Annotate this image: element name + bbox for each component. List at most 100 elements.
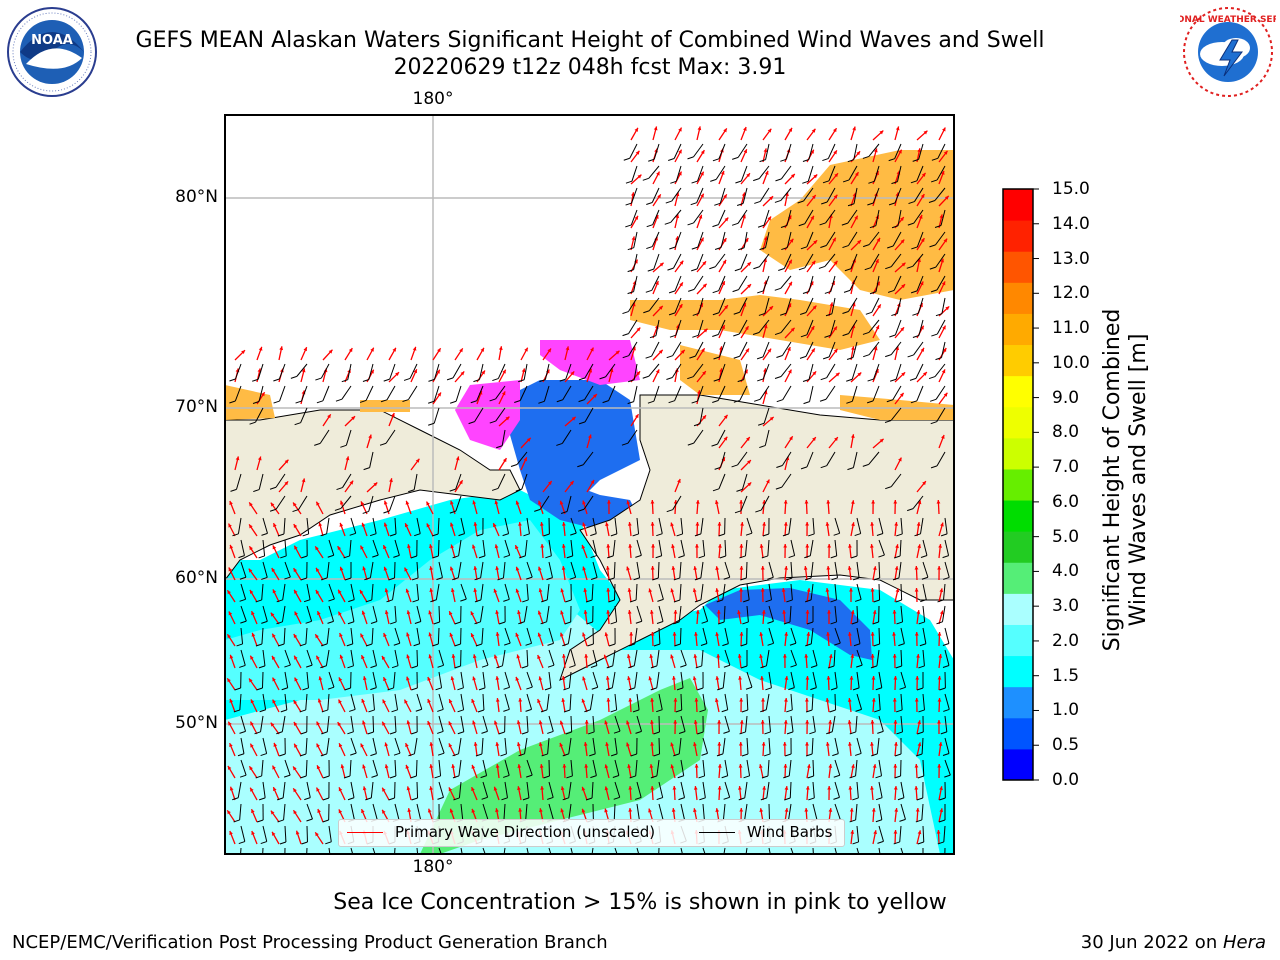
wind-barb: [856, 693, 863, 710]
wind-barb-flag: [562, 753, 569, 757]
colorbar-block: [1003, 624, 1033, 657]
wind-barb: [719, 363, 726, 380]
wind-barb-flag: [607, 555, 614, 559]
wind-barb: [724, 561, 731, 578]
wind-barb: [605, 363, 616, 378]
wind-barb: [592, 561, 598, 578]
wind-barb: [592, 517, 597, 534]
wave-arrow-head: [251, 611, 255, 616]
wave-arrow-head: [850, 610, 855, 614]
colorbar-tick-label: 7.0: [1052, 457, 1080, 478]
wave-arrow-head: [784, 786, 789, 790]
wind-barb-flag: [393, 642, 400, 646]
wind-barb: [591, 847, 594, 854]
wind-barb: [479, 605, 484, 622]
wind-barb-flag: [862, 463, 869, 467]
wave-arrow-head: [257, 456, 262, 461]
wind-barb: [806, 451, 814, 468]
wave-arrow-head: [349, 480, 354, 485]
wind-barb: [922, 693, 925, 710]
wind-barb: [848, 231, 858, 246]
wind-barb-flag: [501, 797, 508, 801]
wind-barb-flag: [367, 731, 374, 735]
wind-barb-flag: [577, 464, 584, 468]
wind-barb: [855, 715, 858, 732]
wind-barb-flag: [302, 533, 309, 537]
wind-barb: [724, 649, 731, 666]
wave-arrow-head: [916, 522, 921, 526]
wave-arrow-head: [605, 566, 610, 570]
wind-barb: [830, 275, 836, 292]
wind-barb-flag: [380, 399, 388, 403]
wind-barb-flag: [497, 864, 503, 866]
wind-barb: [455, 473, 462, 490]
wind-barb-flag: [758, 422, 765, 426]
wind-barb-flag: [760, 665, 767, 669]
wind-barb: [782, 385, 792, 400]
wind-barb: [810, 627, 814, 644]
wave-arrow-head: [743, 149, 748, 154]
wind-barb: [328, 671, 335, 688]
wind-barb-flag: [383, 378, 390, 382]
wind-barb: [635, 583, 638, 601]
wave-arrow-head: [870, 720, 875, 724]
wind-barb: [878, 759, 883, 776]
wave-arrow-head: [914, 764, 919, 768]
wind-barb: [922, 561, 929, 578]
wave-arrow-head: [789, 238, 794, 243]
wind-barb: [651, 275, 660, 291]
wind-barb-flag: [547, 664, 555, 668]
wave-arrow-head: [561, 698, 566, 702]
wave-arrow-head: [339, 522, 344, 527]
wind-barb-flag: [610, 621, 617, 625]
wave-arrow-head: [339, 633, 343, 638]
wind-barb: [526, 627, 533, 644]
footer-date: 30 Jun 2022 on Hera: [1081, 932, 1266, 953]
wave-arrow-head: [272, 699, 276, 704]
wave-arrow-head: [450, 588, 455, 593]
lat-label-70: 70°N: [175, 397, 218, 417]
wind-barb: [878, 825, 884, 842]
wave-arrow-head: [284, 481, 289, 486]
wind-barb-flag: [347, 665, 354, 669]
wave-arrow-head: [515, 676, 520, 681]
wave-arrow-head: [383, 545, 387, 550]
wave-arrow-head: [361, 522, 366, 527]
wind-barb-flag: [781, 247, 788, 251]
wind-barb: [768, 847, 771, 854]
wind-barb: [394, 627, 401, 644]
wind-barb-flag: [645, 355, 652, 359]
wind-barb-flag: [687, 156, 694, 160]
wave-arrow-head: [250, 699, 255, 704]
wave-arrow-head: [893, 676, 898, 680]
wave-arrow-head: [650, 786, 655, 790]
wind-barb-flag: [232, 533, 239, 537]
wave-arrow-head: [345, 456, 350, 461]
wind-barb-flag: [635, 863, 641, 865]
wind-barb: [674, 297, 682, 314]
wind-barb-flag: [767, 620, 774, 624]
wind-barb: [762, 363, 770, 380]
wave-arrow-head: [472, 500, 477, 505]
wave-arrow-head: [493, 786, 498, 791]
wave-arrow-head: [428, 654, 433, 659]
wave-arrow-head: [494, 544, 499, 549]
wave-arrow-head: [871, 676, 876, 680]
wave-arrow-head: [539, 808, 543, 813]
wave-arrow-head: [739, 566, 744, 570]
wind-barb: [437, 627, 440, 645]
wind-barb: [636, 715, 643, 732]
wind-barb: [674, 385, 682, 401]
wind-barb: [851, 385, 858, 402]
wave-arrow-head: [901, 262, 906, 267]
wind-barb: [848, 319, 858, 334]
map-frame: [224, 114, 955, 855]
wind-barb: [613, 561, 616, 579]
wind-barb-flag: [833, 796, 840, 800]
wave-arrow-head: [251, 632, 256, 637]
wind-barb-flag: [740, 643, 747, 647]
wind-barb: [720, 451, 726, 468]
wave-arrow-head: [650, 500, 655, 504]
colorbar-block: [1003, 468, 1033, 501]
wind-barb-flag: [452, 555, 459, 559]
